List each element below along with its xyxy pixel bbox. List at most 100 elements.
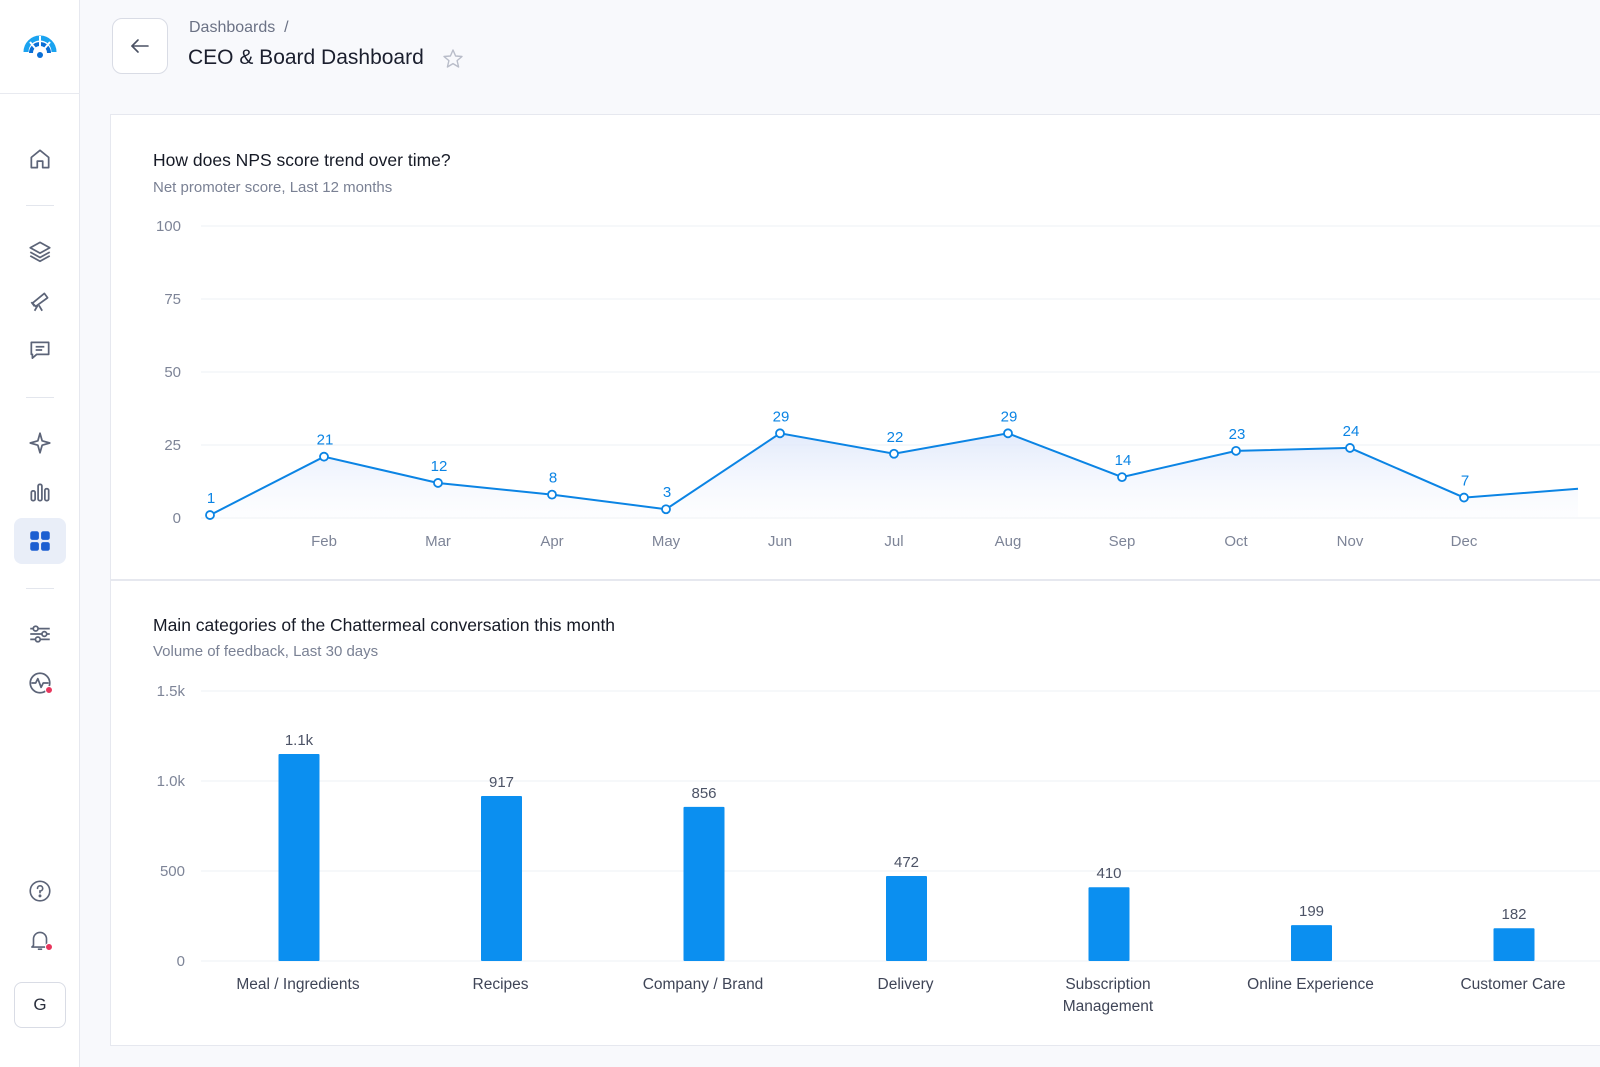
data-point bbox=[547, 489, 557, 500]
bar bbox=[1493, 928, 1535, 961]
category-label: Delivery bbox=[878, 976, 934, 993]
data-label: 917 bbox=[489, 774, 514, 791]
bar-chart-icon bbox=[30, 483, 50, 502]
x-tick-label: Sep bbox=[1109, 533, 1136, 550]
data-point bbox=[1345, 443, 1355, 453]
data-label: 14 bbox=[1115, 452, 1132, 469]
x-tick-label: Jun bbox=[768, 533, 792, 550]
data-point bbox=[1117, 472, 1127, 483]
data-label: 1 bbox=[207, 490, 215, 507]
data-label: 199 bbox=[1299, 903, 1324, 920]
data-label: 24 bbox=[1343, 423, 1360, 440]
logo-icon bbox=[23, 35, 57, 58]
data-point bbox=[661, 504, 671, 515]
x-tick-label: Jul bbox=[884, 533, 903, 550]
categories-bar-chart: 0 500 1.0k 1.5k 1.1k Meal / Ingredients 917 Rec… bbox=[157, 683, 1600, 1015]
help-icon bbox=[29, 880, 51, 902]
page-title: CEO & Board Dashboard bbox=[188, 46, 424, 69]
y-tick-label: 50 bbox=[164, 364, 181, 381]
data-point bbox=[1003, 428, 1013, 439]
sidebar: G bbox=[0, 0, 80, 1067]
data-label: 856 bbox=[691, 785, 716, 802]
y-tick-label: 1.5k bbox=[157, 683, 186, 700]
card-subtitle: Volume of feedback, Last 30 days bbox=[153, 643, 379, 660]
bar bbox=[278, 754, 320, 961]
nav-notifications[interactable] bbox=[14, 917, 66, 963]
data-point bbox=[775, 428, 785, 439]
nav-filters[interactable] bbox=[14, 611, 66, 657]
x-tick-label: Feb bbox=[311, 533, 337, 550]
nav-divider bbox=[26, 588, 54, 589]
bar bbox=[683, 806, 725, 961]
nav-telescope[interactable] bbox=[14, 278, 66, 324]
sliders-icon bbox=[30, 625, 50, 643]
data-label: 410 bbox=[1096, 865, 1121, 882]
category-label: Recipes bbox=[473, 976, 529, 993]
back-button[interactable] bbox=[112, 18, 168, 74]
x-tick-label: Dec bbox=[1451, 533, 1478, 550]
nav-dashboards[interactable] bbox=[14, 518, 66, 564]
home-icon bbox=[30, 149, 50, 169]
x-tick-label: Aug bbox=[995, 533, 1022, 550]
star-icon bbox=[443, 49, 463, 68]
app-logo[interactable] bbox=[0, 0, 80, 94]
data-label: 29 bbox=[1001, 408, 1018, 425]
nav-layers[interactable] bbox=[14, 228, 66, 274]
nav-sparkle[interactable] bbox=[14, 420, 66, 466]
bar bbox=[1291, 925, 1332, 961]
pulse-icon bbox=[29, 672, 51, 694]
y-tick-label: 25 bbox=[164, 437, 181, 454]
bar bbox=[481, 795, 522, 961]
nps-trend-card: How does NPS score trend over time? Net … bbox=[110, 114, 1600, 580]
y-tick-label: 100 bbox=[156, 218, 181, 235]
grid-icon bbox=[30, 531, 50, 551]
layers-icon bbox=[29, 241, 51, 263]
message-icon bbox=[30, 341, 50, 359]
favorite-star-button[interactable] bbox=[441, 47, 465, 76]
card-subtitle: Net promoter score, Last 12 months bbox=[153, 179, 393, 196]
bar bbox=[1088, 887, 1130, 961]
x-tick-label: May bbox=[652, 533, 681, 550]
category-label: Company / Brand bbox=[643, 976, 764, 993]
data-point bbox=[889, 448, 899, 459]
bar bbox=[886, 876, 927, 961]
nps-line-chart: 0 25 50 75 100 1 Feb 21 Mar 12 Apr 8 May 3 Jun 29 Jul 22 A… bbox=[156, 218, 1600, 550]
data-point bbox=[1459, 492, 1469, 503]
x-tick-label: Apr bbox=[540, 533, 563, 550]
nav-pulse[interactable] bbox=[14, 660, 66, 706]
card-title: How does NPS score trend over time? bbox=[153, 150, 451, 170]
x-tick-label: Mar bbox=[425, 533, 451, 550]
nav-messages[interactable] bbox=[14, 327, 66, 373]
nav-divider bbox=[26, 397, 54, 398]
nav-divider bbox=[26, 205, 54, 206]
nav-home[interactable] bbox=[14, 136, 66, 182]
data-label: 182 bbox=[1501, 906, 1526, 923]
category-label: Customer Care bbox=[1460, 976, 1565, 993]
data-label: 472 bbox=[894, 854, 919, 871]
category-label: Meal / Ingredients bbox=[236, 976, 359, 993]
nav-analytics[interactable] bbox=[14, 469, 66, 515]
data-label: 21 bbox=[317, 432, 334, 449]
data-label: 8 bbox=[549, 470, 557, 487]
data-point bbox=[433, 478, 443, 488]
data-label: 1.1k bbox=[285, 732, 314, 749]
x-tick-label: Nov bbox=[1337, 533, 1364, 550]
user-avatar[interactable]: G bbox=[14, 982, 66, 1028]
pulse-alert-dot bbox=[45, 686, 53, 694]
data-label: 23 bbox=[1229, 426, 1246, 443]
y-tick-label: 1.0k bbox=[157, 773, 186, 790]
x-tick-label: Oct bbox=[1224, 533, 1248, 550]
category-label: Online Experience bbox=[1247, 976, 1374, 993]
data-label: 3 bbox=[663, 484, 671, 501]
telescope-icon bbox=[30, 292, 49, 312]
arrow-left-icon bbox=[131, 39, 149, 53]
notification-dot bbox=[45, 943, 53, 951]
data-point bbox=[319, 451, 329, 462]
card-title: Main categories of the Chattermeal conve… bbox=[153, 615, 616, 635]
y-tick-label: 500 bbox=[160, 863, 185, 880]
y-tick-label: 75 bbox=[164, 291, 181, 308]
nav-help[interactable] bbox=[14, 868, 66, 914]
sparkle-icon bbox=[29, 432, 51, 454]
data-label: 7 bbox=[1461, 473, 1469, 490]
breadcrumb[interactable]: Dashboards / bbox=[189, 19, 289, 36]
